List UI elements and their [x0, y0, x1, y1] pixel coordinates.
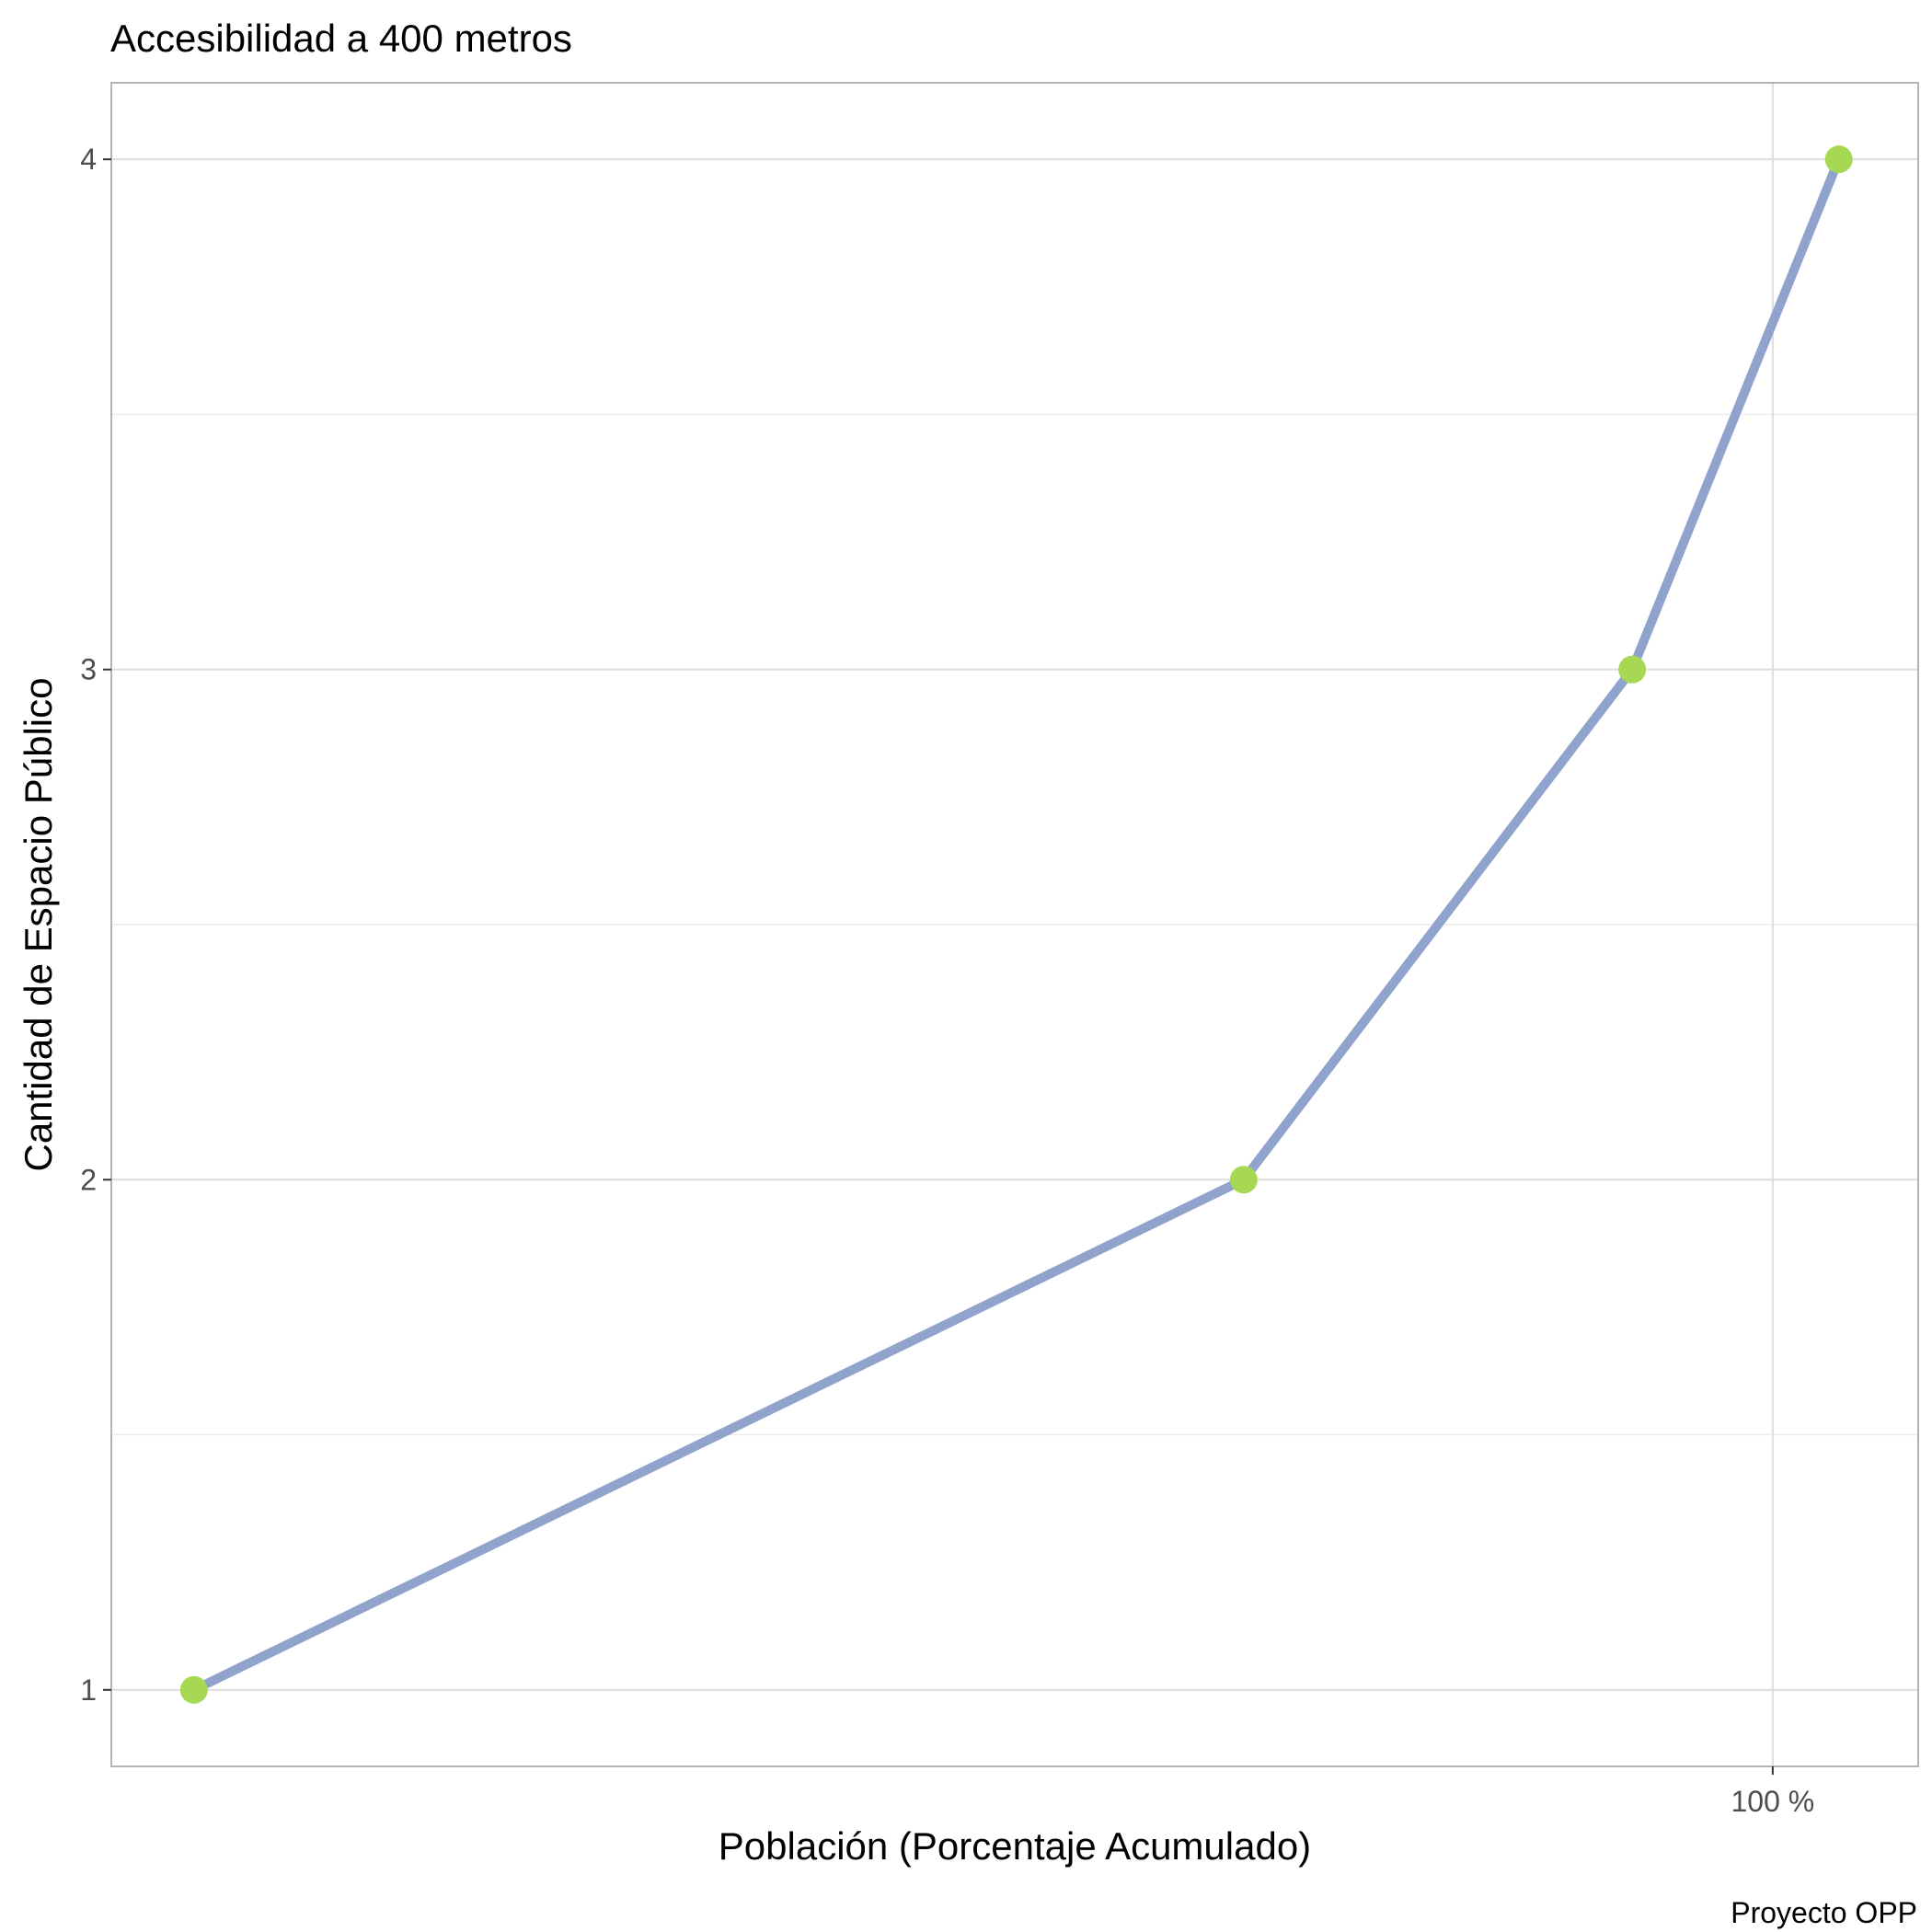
y-tick-label: 1 — [80, 1673, 97, 1707]
points — [179, 145, 1853, 1704]
x-axis-title: Población (Porcentaje Acumulado) — [719, 1824, 1311, 1868]
data-point — [179, 1675, 208, 1704]
chart-title: Accesibilidad a 400 metros — [110, 17, 572, 60]
x-tick-label: 100 % — [1731, 1785, 1815, 1818]
series — [189, 155, 1844, 1695]
y-axis-title: Cantidad de Espacio Público — [17, 677, 60, 1171]
y-tick-label: 2 — [80, 1163, 97, 1196]
y-tick-label: 3 — [80, 653, 97, 686]
data-point — [1618, 655, 1647, 684]
panel-border — [110, 82, 1919, 1767]
x-axis-ticks: 100 % — [1731, 1766, 1815, 1818]
y-axis-ticks: 1 2 3 4 — [80, 143, 111, 1707]
data-point — [1229, 1166, 1258, 1194]
y-tick-label: 4 — [80, 143, 97, 176]
data-point — [1824, 145, 1853, 174]
grid — [111, 83, 1918, 1766]
caption: Proyecto OPP — [1731, 1896, 1917, 1929]
series-line — [189, 155, 1844, 1695]
